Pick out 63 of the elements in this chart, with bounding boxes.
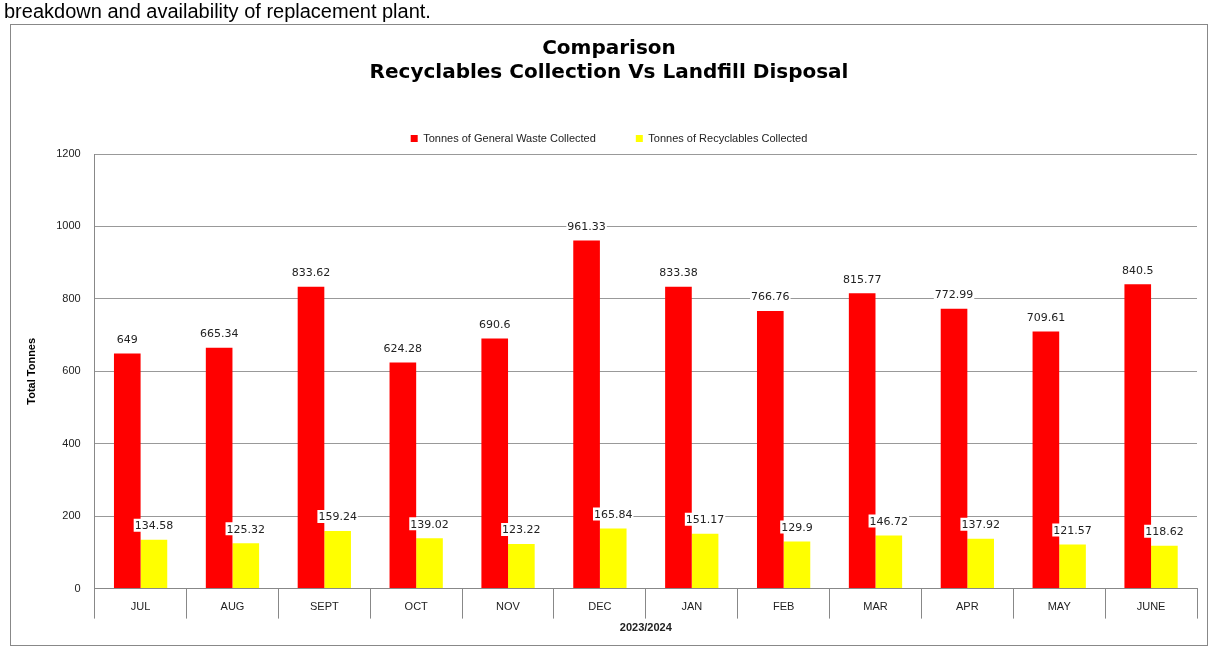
text: Recyclables Collection Vs Landfill Disposal	[369, 59, 849, 84]
x-tick-label: MAY	[1047, 600, 1072, 613]
x-tick-label: JUNE	[1136, 600, 1166, 613]
x-axis-title: 2023/2024	[619, 621, 673, 634]
bar	[508, 543, 535, 589]
x-tick-label: APR	[956, 600, 979, 613]
y-tick-label: 1000	[56, 219, 81, 232]
y-tick-label: 200	[62, 509, 81, 522]
data-label: 772.99	[934, 288, 974, 302]
bar	[783, 541, 811, 589]
bar	[324, 530, 351, 589]
y-tick-label: 1200	[56, 147, 81, 160]
bar	[232, 543, 260, 589]
bar	[599, 528, 627, 589]
data-label: 833.38	[659, 266, 698, 280]
data-label: 665.34	[199, 327, 239, 340]
legend-label: Tonnes of General Waste Collected	[423, 131, 596, 144]
data-label: 137.92	[961, 518, 1000, 532]
data-label: 125.32	[226, 522, 266, 536]
data-label: 815.77	[842, 272, 882, 286]
data-label: 833.62	[291, 266, 331, 280]
bar	[756, 310, 784, 589]
data-label: 961.33	[567, 219, 606, 233]
x-tick-label: OCT	[404, 600, 429, 613]
x-tick-label: AUG	[220, 600, 245, 613]
bar	[691, 533, 719, 589]
data-label: 118.62	[1145, 525, 1184, 538]
y-tick-label: 0	[74, 581, 81, 594]
data-label: 134.58	[134, 519, 174, 533]
y-tick-label: 400	[62, 436, 81, 449]
text: breakdown and availability of replacement plant.	[4, 0, 432, 22]
text: Comparison	[542, 35, 676, 60]
data-label: 151.17	[685, 513, 725, 527]
x-tick-label: JUL	[130, 600, 151, 613]
x-tick-label: MAR	[863, 600, 888, 613]
data-label: 709.61	[1026, 310, 1066, 324]
x-tick-label: JAN	[681, 600, 703, 613]
legend-label: Tonnes of Recyclables Collected	[648, 131, 808, 144]
y-axis-title: Total Tonnes	[24, 337, 37, 405]
bar	[1059, 544, 1086, 589]
x-tick-label: DEC	[588, 600, 612, 613]
data-label: 123.22	[502, 523, 541, 537]
y-tick-label: 600	[62, 364, 81, 377]
data-label: 766.76	[751, 290, 790, 304]
x-tick-label: FEB	[772, 600, 795, 613]
x-tick-label: SEPT	[309, 600, 339, 613]
data-label: 121.57	[1053, 523, 1092, 537]
data-label: 146.72	[869, 514, 909, 528]
data-label: 129.9	[781, 520, 813, 534]
data-label: 624.28	[383, 341, 423, 355]
y-tick-label: 800	[62, 291, 81, 304]
data-label: 165.84	[593, 507, 633, 521]
data-label: 649	[116, 332, 138, 346]
bar	[416, 538, 443, 589]
bar	[1151, 545, 1178, 589]
data-label: 840.5	[1122, 263, 1154, 277]
bar	[140, 539, 168, 589]
bar	[875, 535, 903, 589]
data-label: 139.02	[410, 517, 449, 531]
bar	[967, 538, 994, 589]
x-tick-label: NOV	[496, 600, 521, 613]
data-label: 690.6	[478, 317, 511, 331]
data-label: 159.24	[318, 510, 357, 524]
